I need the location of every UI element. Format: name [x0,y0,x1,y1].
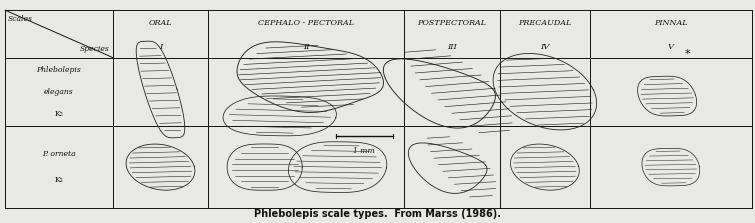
Text: Species: Species [80,45,109,53]
Text: V: V [668,43,674,51]
Text: PRECAUDAL: PRECAUDAL [518,19,572,27]
Text: POSTPECTORAL: POSTPECTORAL [418,19,486,27]
Text: IV: IV [541,43,550,51]
Text: CEPHALO - PECTORAL: CEPHALO - PECTORAL [258,19,354,27]
Text: elegans: elegans [44,88,74,96]
Text: Scales: Scales [8,14,33,23]
Text: K₂: K₂ [54,110,63,118]
Text: III: III [447,43,457,51]
Text: ORAL: ORAL [149,19,172,27]
Text: II: II [303,43,310,51]
Text: I: I [159,43,162,51]
Text: Phlebolepis: Phlebolepis [36,66,82,74]
Text: P. orneta: P. orneta [42,150,76,158]
Text: *: * [685,49,690,59]
Text: 1 mm: 1 mm [353,147,375,155]
Text: K₂: K₂ [54,176,63,184]
Text: PINNAL: PINNAL [654,19,688,27]
Text: Phlebolepis scale types.  From Marss (1986).: Phlebolepis scale types. From Marss (198… [254,209,501,219]
